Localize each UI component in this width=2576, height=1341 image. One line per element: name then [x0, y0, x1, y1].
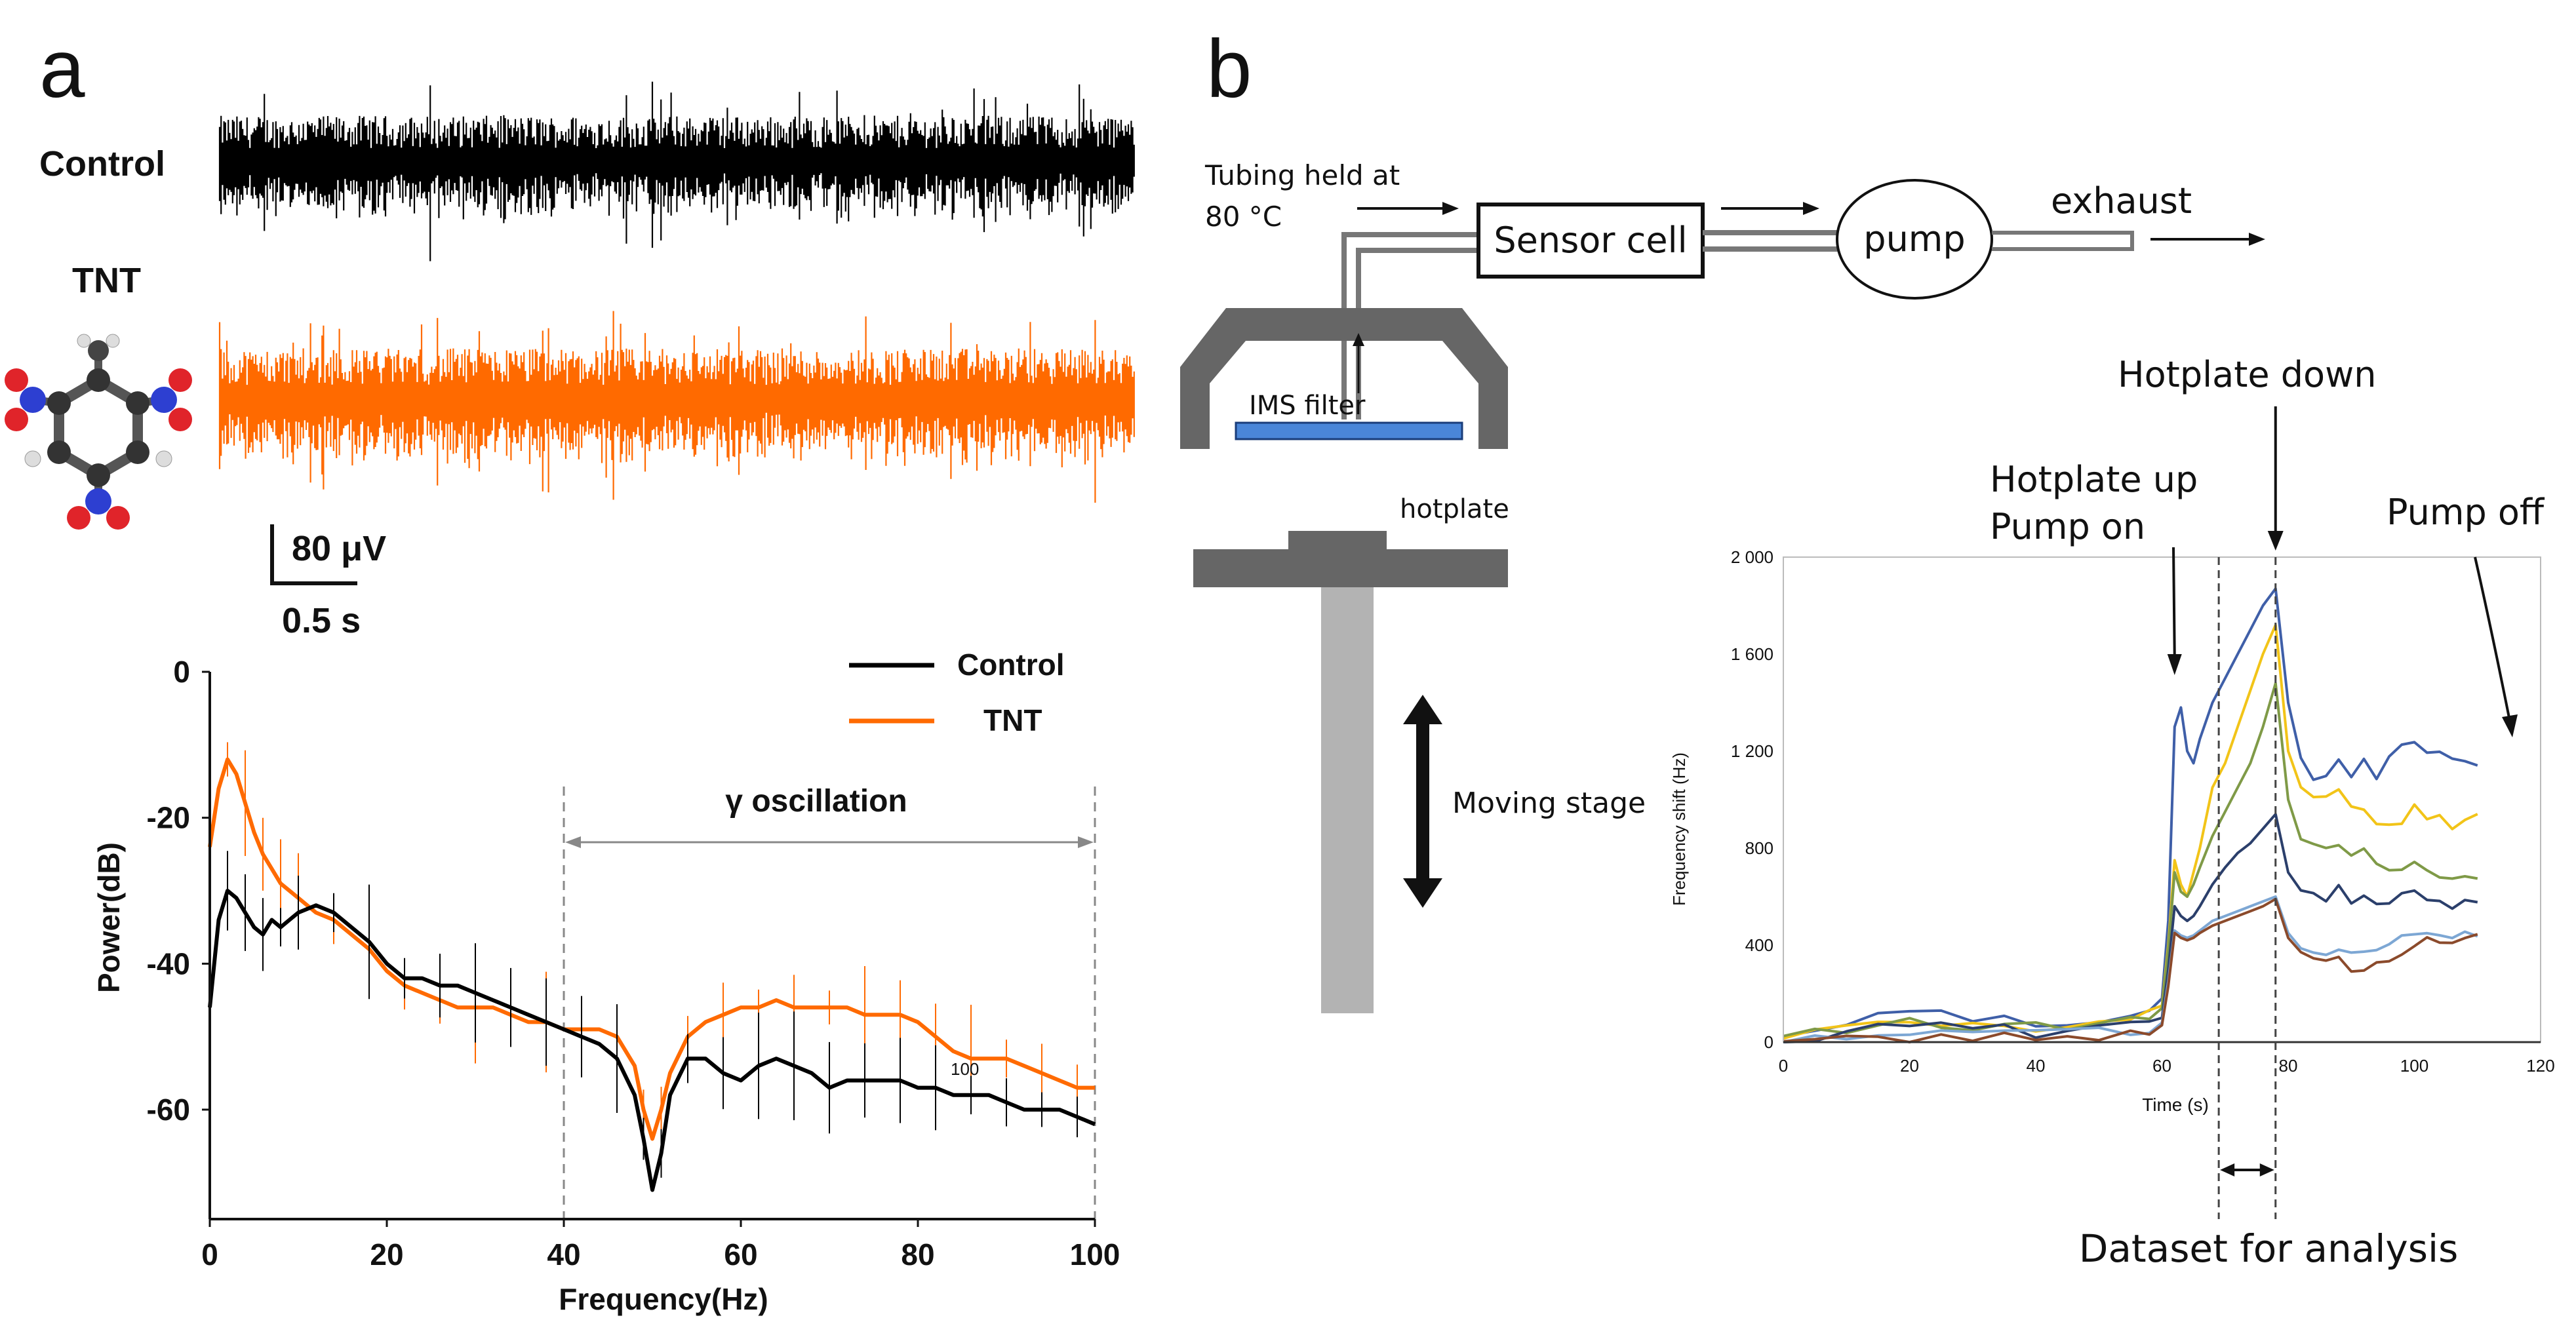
- frequency-shift-series: [1783, 587, 2478, 1043]
- x-tick-label-b: 60: [2152, 1056, 2171, 1076]
- scale-bar-amplitude: 80 μV: [292, 529, 386, 568]
- y-tick-label-b: 800: [1745, 838, 1773, 858]
- y-tick-label: -20: [147, 801, 190, 835]
- frequency-series-line-3: [1783, 682, 2478, 1038]
- apparatus-diagram: Tubing held at 80 °C Sensor cell pump ex…: [1180, 159, 2265, 1013]
- control-raw-trace: [218, 81, 1135, 262]
- inflow-arrowhead: [1442, 202, 1459, 215]
- y-tick-label: -60: [147, 1093, 190, 1127]
- tubing-label-line1: Tubing held at: [1204, 159, 1400, 191]
- frequency-series-line-6: [1783, 897, 2478, 1043]
- control-trace-path: [218, 81, 1135, 262]
- y-axis-label-b: Frequency shift (Hz): [1669, 752, 1689, 906]
- tnt-raw-trace: [218, 311, 1135, 503]
- frequency-series-line-1: [1783, 587, 2478, 1038]
- scale-bar: 80 μV 0.5 s: [270, 524, 386, 640]
- y-tick-label-b: 0: [1764, 1032, 1773, 1052]
- hotplate-up-label: Hotplate up: [1990, 459, 2198, 500]
- ims-filter-label: IMS filter: [1249, 391, 1366, 421]
- x-axis-label-b: Time (s): [2142, 1095, 2209, 1115]
- x-tick-label-b: 80: [2279, 1056, 2298, 1076]
- y-tick-label-b: 400: [1745, 935, 1773, 955]
- moving-stage-label: Moving stage: [1452, 787, 1646, 820]
- x-tick-label-b: 120: [2526, 1056, 2554, 1076]
- tnt-trace-label: TNT: [72, 261, 141, 300]
- x-tick-label-b: 100: [2400, 1056, 2428, 1076]
- scale-bar-time: 0.5 s: [282, 601, 361, 640]
- plot-frame: [1783, 556, 2541, 1043]
- pump-off-arrow: [2474, 556, 2511, 722]
- moving-stage-column: [1321, 587, 1374, 1013]
- pump-on-label: Pump on: [1990, 506, 2145, 547]
- y-tick-label-b: 2 000: [1731, 547, 1773, 567]
- y-tick-label: 0: [173, 655, 190, 689]
- x-axis-label: Frequency(Hz): [559, 1282, 768, 1316]
- legend-label-control: Control: [957, 648, 1065, 682]
- hotplate-base: [1193, 549, 1508, 587]
- gamma-band-markers: [563, 787, 1096, 1219]
- hotplate-down-arrowhead: [2267, 531, 2284, 551]
- x-tick-label: 60: [724, 1237, 757, 1272]
- y-tick-label-b: 1 200: [1731, 741, 1773, 761]
- x-tick-label-b: 20: [1900, 1056, 1919, 1076]
- gamma-range-arrowhead-right: [1078, 836, 1094, 848]
- filter-housing: [1180, 308, 1508, 449]
- exhaust-label: exhaust: [2051, 180, 2192, 222]
- legend-label-tnt: TNT: [983, 703, 1042, 737]
- series-line-control: [208, 889, 1096, 1192]
- sensor-cell-label: Sensor cell: [1494, 220, 1687, 261]
- tubing-label-line2: 80 °C: [1205, 201, 1282, 233]
- spectrum-axes: 0 20 40 60 80 100 0 -20 -40 -60: [147, 655, 1120, 1272]
- x-tick-label: 40: [547, 1237, 580, 1272]
- pump-label: pump: [1863, 218, 1965, 260]
- hotplate-up-arrow: [2172, 547, 2176, 656]
- x-tick-label-b: 40: [2027, 1056, 2046, 1076]
- pump-off-arrowhead: [2502, 714, 2518, 737]
- frequency-series-line-2: [1783, 623, 2478, 1040]
- x-tick-label-b: 0: [1779, 1056, 1788, 1076]
- control-trace-label: Control: [39, 144, 165, 184]
- tnt-molecule-icon: [5, 334, 192, 530]
- hotplate-top: [1288, 531, 1387, 551]
- y-axis-label: Power(dB): [92, 842, 126, 993]
- power-spectrum-chart: 0 20 40 60 80 100 0 -20 -40 -60 γ oscillation 100…: [92, 648, 1120, 1316]
- dataset-window-arrowhead-left: [2220, 1163, 2235, 1176]
- panel-b-letter: b: [1206, 24, 1252, 115]
- inline-100-label: 100: [951, 1059, 979, 1079]
- gamma-range-arrowhead-left: [565, 836, 581, 848]
- x-tick-label: 20: [370, 1237, 403, 1272]
- ims-filter-strip: [1235, 421, 1463, 440]
- y-tick-label: -40: [147, 946, 190, 981]
- pump-off-label: Pump off: [2387, 492, 2545, 533]
- x-tick-label: 80: [901, 1237, 934, 1272]
- series-line-tnt: [208, 757, 1095, 1141]
- hotplate-label: hotplate: [1400, 494, 1509, 524]
- frequency-series-line-4: [1783, 813, 2478, 1043]
- hotplate-down-label: Hotplate down: [2118, 354, 2376, 395]
- pump-ellipse: [1836, 179, 1993, 300]
- tnt-trace-path: [218, 311, 1135, 503]
- dataset-label: Dataset for analysis: [2079, 1226, 2459, 1271]
- hotplate-up-arrowhead: [2167, 654, 2182, 675]
- y-tick-label-b: 1 600: [1731, 644, 1773, 664]
- x-tick-label: 100: [1070, 1237, 1120, 1272]
- legend: Control TNT: [849, 648, 1065, 737]
- sensor-cell-box: [1476, 203, 1705, 279]
- panel-a-letter: a: [39, 24, 85, 115]
- chart-b-annotations: [2167, 406, 2518, 1219]
- dataset-window-arrowhead-right: [2259, 1163, 2274, 1176]
- x-tick-label: 0: [201, 1237, 218, 1272]
- spectrum-series: [208, 742, 1096, 1192]
- gamma-oscillation-label: γ oscillation: [725, 784, 907, 819]
